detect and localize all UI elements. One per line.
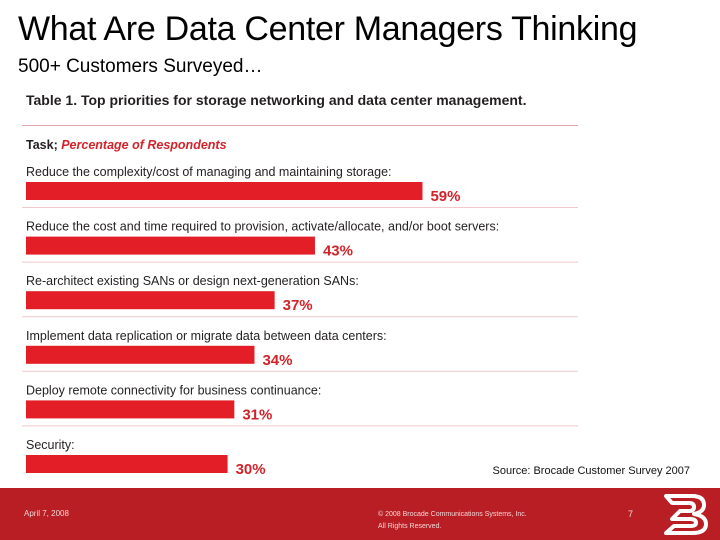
category-label: Implement data replication or migrate da… xyxy=(26,329,387,343)
column-header: Task; Percentage of Respondents xyxy=(26,138,227,152)
row-divider xyxy=(22,316,578,318)
divider xyxy=(22,125,578,126)
value-label: 34% xyxy=(262,352,292,369)
row-divider xyxy=(22,425,578,427)
bar xyxy=(26,455,228,473)
category-label: Reduce the cost and time required to pro… xyxy=(26,220,499,234)
bar xyxy=(26,345,255,364)
value-label: 59% xyxy=(430,188,460,205)
category-label: Deploy remote connectivity for business … xyxy=(26,383,321,397)
category-label: Reduce the complexity/cost of managing a… xyxy=(26,165,392,179)
bar xyxy=(26,182,423,200)
row-divider xyxy=(22,207,578,208)
bar xyxy=(26,291,275,310)
value-label: 37% xyxy=(283,297,313,314)
copyright-line-2: All Rights Reserved. xyxy=(378,523,442,530)
bar-chart: Reduce the complexity/cost of managing a… xyxy=(22,165,578,478)
copyright-line-1: © 2008 Brocade Communications Systems, I… xyxy=(378,511,527,518)
footer-date: April 7, 2008 xyxy=(24,509,69,518)
slide-title: What Are Data Center Managers Thinking xyxy=(18,10,638,48)
brocade-b-logo-icon xyxy=(664,494,708,535)
value-label: 31% xyxy=(242,406,272,423)
header-task: Task; xyxy=(26,138,58,152)
value-label: 30% xyxy=(236,461,266,478)
bar xyxy=(26,236,315,255)
page-number: 7 xyxy=(628,509,634,519)
chart-title: Table 1. Top priorities for storage netw… xyxy=(26,92,527,108)
category-label: Security: xyxy=(26,438,75,452)
row-divider xyxy=(22,261,578,263)
source-note: Source: Brocade Customer Survey 2007 xyxy=(492,465,691,477)
row-divider xyxy=(22,370,578,372)
header-metric: Percentage of Respondents xyxy=(61,138,227,152)
bar xyxy=(26,400,235,419)
footer-copyright: © 2008 Brocade Communications Systems, I… xyxy=(378,509,527,533)
footer-bar: April 7, 2008 © 2008 Brocade Communicati… xyxy=(0,488,720,540)
slide-subtitle: 500+ Customers Surveyed… xyxy=(18,56,263,77)
value-label: 43% xyxy=(323,243,353,260)
category-label: Re-architect existing SANs or design nex… xyxy=(26,274,359,288)
